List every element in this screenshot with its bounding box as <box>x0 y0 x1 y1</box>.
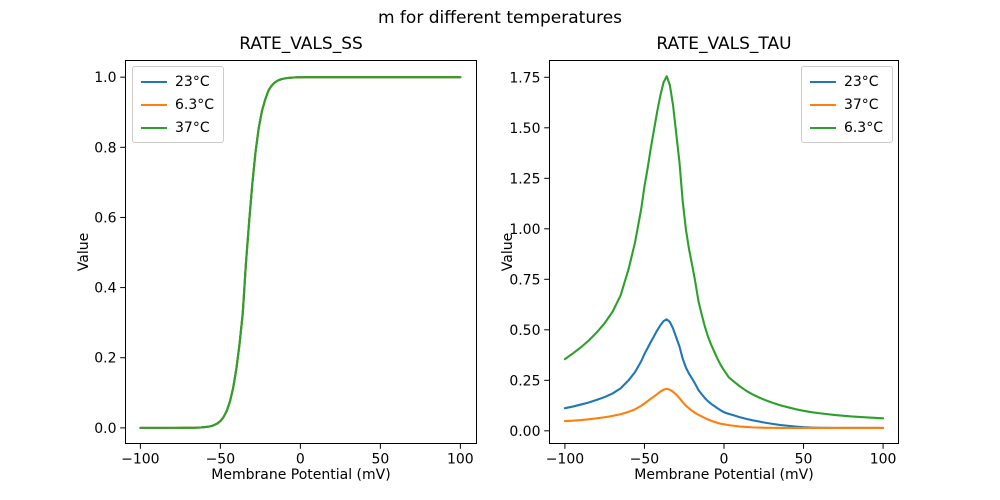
subplot-title: RATE_VALS_TAU <box>656 34 792 54</box>
y-tick-label: 0.6 <box>94 210 116 226</box>
y-tick-label: 0.8 <box>94 140 116 156</box>
legend-line-sample <box>809 80 836 83</box>
legend-line-sample <box>809 126 836 129</box>
figure-suptitle: m for different temperatures <box>377 8 623 28</box>
legend-item: 37°C <box>141 117 214 138</box>
y-axis-label: Value <box>76 232 92 272</box>
x-tick-label: 100 <box>447 452 474 468</box>
legend-label: 37°C <box>175 119 210 136</box>
y-tick-label: 0.50 <box>509 323 540 339</box>
subplot-rate-vals-tau: RATE_VALS_TAU Value −100 −50 0 50 100 0.00 0.2… <box>500 34 899 483</box>
legend-item: 6.3°C <box>809 117 883 138</box>
x-tick-label: −50 <box>630 452 660 468</box>
legend-item: 23°C <box>141 71 214 92</box>
legend-label: 23°C <box>175 73 210 90</box>
y-axis-label: Value <box>500 232 516 272</box>
x-tick-label: 0 <box>296 452 305 468</box>
legend-label: 23°C <box>843 73 879 90</box>
legend-line-sample <box>809 103 836 106</box>
y-tick-label: 0.25 <box>509 373 540 389</box>
subplot-title: RATE_VALS_SS <box>239 34 363 54</box>
plot-area: −100 −50 0 50 100 0.0 0.2 0.4 0.6 0.8 1.0 <box>94 60 477 468</box>
x-tick-label: 100 <box>870 452 897 468</box>
x-tick-label: −50 <box>206 452 236 468</box>
legend: 23°C 6.3°C 37°C <box>132 66 225 143</box>
x-tick-label: 50 <box>371 452 389 468</box>
y-tick-label: 1.25 <box>509 171 540 187</box>
legend-label: 6.3°C <box>843 119 883 136</box>
axes-spines <box>125 60 477 444</box>
legend: 23°C 37°C 6.3°C <box>800 66 893 143</box>
legend-item: 6.3°C <box>141 94 214 115</box>
y-tick-label: 0.00 <box>509 424 540 440</box>
y-tick-label: 0.0 <box>94 421 116 437</box>
series-line-6.3°C <box>563 75 885 420</box>
plot-area: −100 −50 0 50 100 0.00 0.25 0.50 0.75 1.00 1.25 1.5… <box>509 60 899 468</box>
y-tick-label: 0.2 <box>94 351 116 367</box>
x-tick-label: −100 <box>121 452 159 468</box>
series-line-23°C <box>563 318 885 430</box>
y-tick-label: 1.0 <box>94 70 116 86</box>
legend-label: 37°C <box>843 96 879 113</box>
legend-line-sample <box>141 103 167 106</box>
legend-item: 37°C <box>809 94 883 115</box>
y-tick-label: 1.75 <box>509 70 540 86</box>
y-tick-label: 1.00 <box>509 222 540 238</box>
legend-line-sample <box>141 126 167 129</box>
x-tick-label: −100 <box>546 452 584 468</box>
legend-line-sample <box>141 80 167 83</box>
legend-item: 23°C <box>809 71 883 92</box>
x-tick-label: 50 <box>795 452 813 468</box>
subplot-rate-vals-ss: RATE_VALS_SS Value −100 −50 0 50 100 0.0 0.2 0.… <box>76 34 477 483</box>
y-tick-label: 0.4 <box>94 281 116 297</box>
y-tick-label: 1.50 <box>509 121 540 137</box>
x-tick-label: 0 <box>720 452 729 468</box>
axes-spines <box>549 60 899 444</box>
series-line-37°C <box>563 387 885 430</box>
x-axis-label: Membrane Potential (mV) <box>634 467 814 483</box>
series-line-37°C <box>139 76 462 429</box>
y-tick-label: 0.75 <box>509 272 540 288</box>
legend-label: 6.3°C <box>175 96 215 113</box>
x-axis-label: Membrane Potential (mV) <box>211 467 391 483</box>
